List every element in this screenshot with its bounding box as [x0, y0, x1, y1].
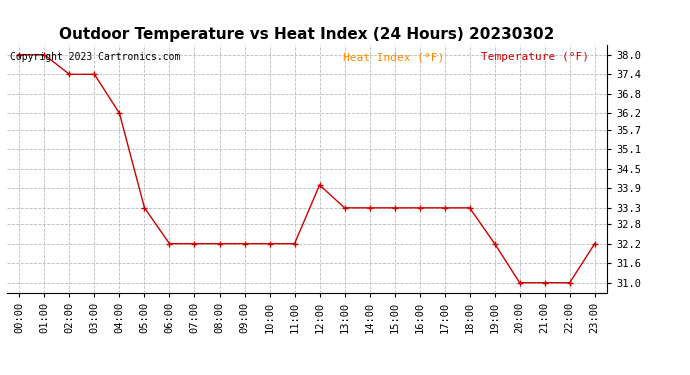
Text: Copyright 2023 Cartronics.com: Copyright 2023 Cartronics.com: [10, 53, 180, 62]
Text: Temperature (°F): Temperature (°F): [481, 53, 589, 62]
Text: Heat Index (°F): Heat Index (°F): [343, 53, 444, 62]
Title: Outdoor Temperature vs Heat Index (24 Hours) 20230302: Outdoor Temperature vs Heat Index (24 Ho…: [59, 27, 555, 42]
